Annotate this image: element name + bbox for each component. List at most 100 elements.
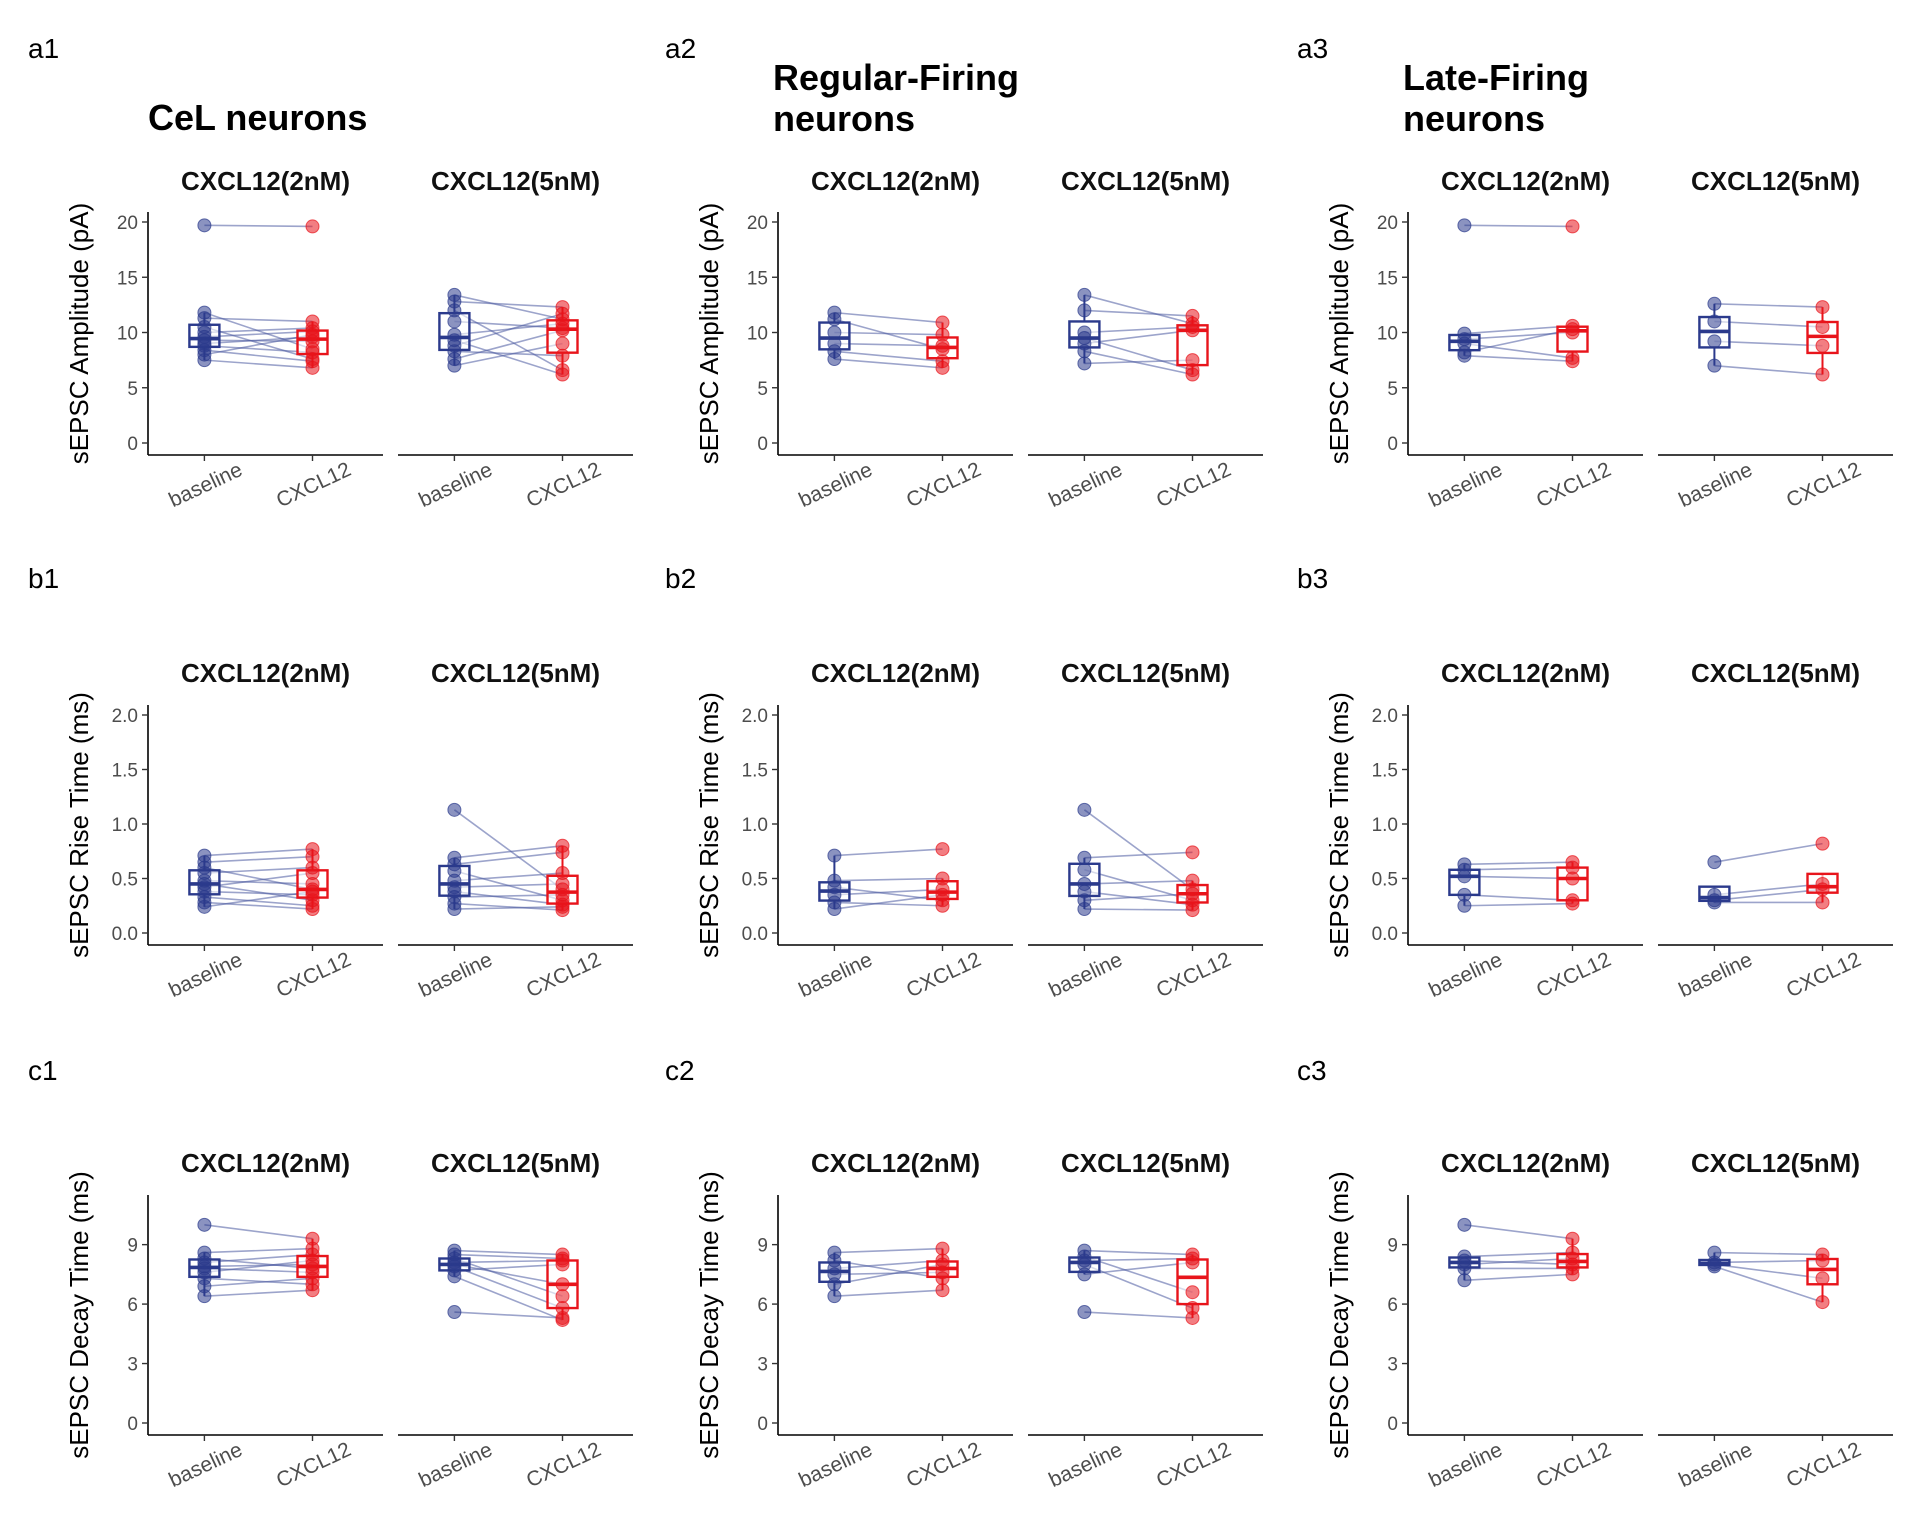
cxcl12-point (935, 1241, 950, 1256)
x-tick-label: CXCL12 (1783, 948, 1865, 1002)
cxcl12-point (555, 1310, 570, 1325)
pair-line (454, 894, 563, 898)
pair-line (454, 329, 563, 360)
cxcl12-point (305, 902, 320, 917)
baseline-point (1457, 348, 1472, 363)
cxcl12-point (1815, 895, 1830, 910)
y-tick-label: 3 (127, 1355, 138, 1376)
pair-line (454, 872, 563, 882)
pair-line (1714, 883, 1823, 896)
baseline-point (1457, 869, 1472, 884)
pair-line (1464, 1251, 1573, 1258)
pair-line (454, 902, 563, 911)
baseline-point (1457, 1261, 1472, 1276)
pair-line (1464, 861, 1573, 866)
y-tick-label: 9 (127, 1236, 138, 1257)
facet-b2-2: CXCL12(5nM) baseline CXCL12 (1028, 658, 1263, 1002)
x-tick-label: CXCL12 (523, 948, 605, 1002)
y-tick-label: 20 (1377, 213, 1398, 234)
pair-line (204, 1253, 313, 1264)
pair-line (454, 300, 563, 308)
pair-line (204, 1257, 313, 1270)
pair-line (1084, 1257, 1193, 1262)
y-axis-label-b2: sEPSC Rise Time (ms) (694, 692, 724, 958)
pair-line (454, 309, 563, 371)
x-tick-label: CXCL12 (523, 1438, 605, 1492)
pair-line (204, 1267, 313, 1274)
cxcl12-point (1565, 896, 1580, 911)
pair-line (204, 866, 313, 891)
pair-line (1084, 1249, 1193, 1256)
pair-line (204, 872, 313, 889)
baseline-point (827, 1277, 842, 1292)
group-title-line-2: neurons (1403, 98, 1545, 139)
x-tick-label: baseline (1675, 1438, 1756, 1492)
baseline-point (1077, 850, 1092, 865)
baseline-point (1077, 303, 1092, 318)
facet-b1-2: CXCL12(5nM) baseline CXCL12 (398, 658, 633, 1002)
y-tick-label: 9 (757, 1236, 768, 1257)
cxcl12-point (555, 845, 570, 860)
cxcl12-point (555, 887, 570, 902)
pair-line (834, 894, 943, 910)
y-tick-label: 6 (127, 1295, 138, 1316)
x-tick-label: CXCL12 (1533, 1438, 1615, 1492)
y-tick-label: 1.5 (112, 761, 138, 782)
pair-line (204, 1224, 313, 1240)
pair-line (834, 1259, 943, 1280)
y-tick-label: 5 (1387, 379, 1398, 400)
pair-line (1084, 890, 1193, 906)
baseline-point (1707, 895, 1722, 910)
pair-line (1714, 364, 1823, 376)
x-tick-label: baseline (1045, 1438, 1126, 1492)
y-tick-label: 6 (1387, 1295, 1398, 1316)
cxcl12-point (1815, 338, 1830, 353)
x-tick-label: baseline (1425, 458, 1506, 512)
y-tick-label: 20 (117, 213, 138, 234)
facet-c3-1: CXCL12(2nM) 0 3 6 9 baseline CXCL12 (1387, 1148, 1643, 1492)
facet-a1-1: CXCL12(2nM) 0 5 10 15 20 baseline CXCL12 (117, 166, 383, 512)
facet-c2-1: CXCL12(2nM) 0 3 6 9 baseline CXCL12 (757, 1148, 1013, 1492)
cxcl12-point (305, 1253, 320, 1268)
y-tick-label: 1.0 (742, 815, 768, 836)
y-axis-label-a3: sEPSC Amplitude (pA) (1324, 203, 1354, 465)
cxcl12-point (1185, 367, 1200, 382)
pair-line (1464, 894, 1573, 902)
x-tick-label: baseline (1425, 1438, 1506, 1492)
y-tick-label: 10 (1377, 324, 1398, 345)
cxcl12-point (1815, 367, 1830, 382)
x-tick-label: baseline (165, 948, 246, 1002)
cxcl12-point (1815, 1295, 1830, 1310)
y-axis-label-a2: sEPSC Amplitude (pA) (694, 203, 724, 465)
facet-title: CXCL12(5nM) (431, 1148, 600, 1178)
facet-b2-1: CXCL12(2nM) 0.0 0.5 1.0 1.5 2.0 baseline CXCL12 (742, 658, 1013, 1002)
group-title-line-1: Late-Firing (1403, 57, 1589, 98)
pair-line (204, 327, 313, 334)
group-title-a2: Regular-Firing neurons (773, 57, 1019, 139)
panel-c3: c3 sEPSC Decay Time (ms) CXCL12(2nM) 0 3 6 9 ba… (1297, 1055, 1893, 1492)
pair-line (1464, 331, 1573, 340)
y-tick-label: 3 (757, 1355, 768, 1376)
baseline-point (197, 353, 212, 368)
baseline-point (827, 848, 842, 863)
cxcl12-point (935, 1257, 950, 1272)
baseline-point (827, 352, 842, 367)
y-tick-label: 2.0 (112, 706, 138, 727)
x-tick-label: baseline (795, 1438, 876, 1492)
cxcl12-point (1185, 903, 1200, 918)
pair-line (453, 809, 563, 891)
panel-c1: c1 sEPSC Decay Time (ms) CXCL12(2nM) 0 3 6 9 ba… (28, 1055, 633, 1492)
facet-title: CXCL12(5nM) (431, 658, 600, 688)
cxcl12-point (1185, 323, 1200, 338)
pair-line (834, 1259, 943, 1270)
y-axis-label-c1: sEPSC Decay Time (ms) (64, 1171, 94, 1459)
pair-line (834, 350, 943, 363)
cxcl12-point (555, 306, 570, 321)
x-tick-label: CXCL12 (523, 458, 605, 512)
baseline-point (1457, 1273, 1472, 1288)
pair-line (1084, 851, 1193, 859)
pair-line (454, 883, 563, 889)
x-tick-label: baseline (1425, 948, 1506, 1002)
x-tick-label: baseline (165, 1438, 246, 1492)
pair-line (454, 339, 563, 376)
